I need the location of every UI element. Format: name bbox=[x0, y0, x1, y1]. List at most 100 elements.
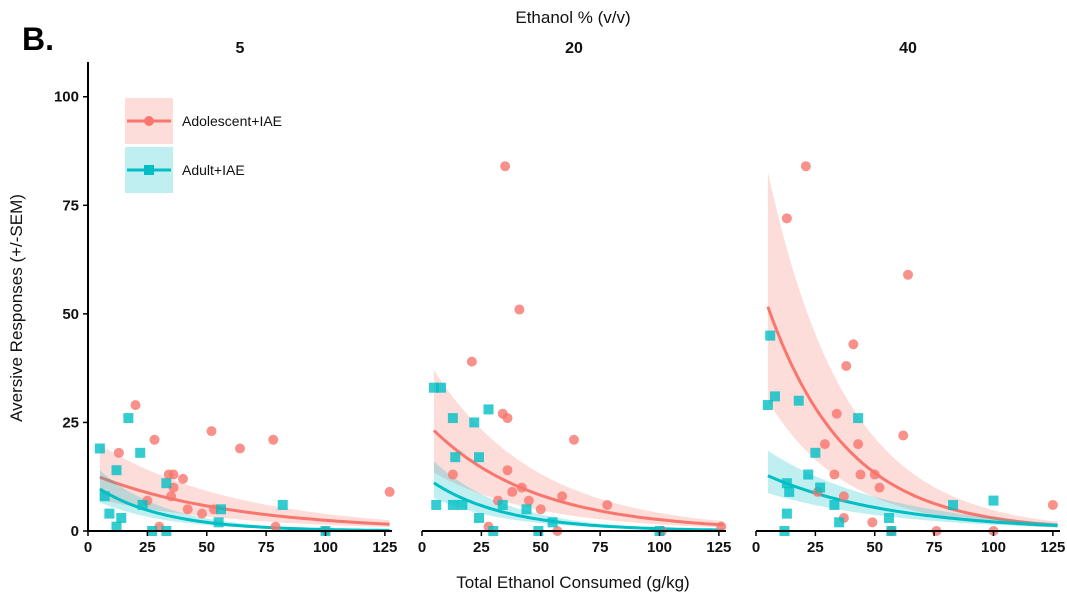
adult-point bbox=[474, 452, 484, 463]
adult-point bbox=[116, 512, 127, 523]
legend-key-marker bbox=[144, 165, 154, 175]
adolescent-point bbox=[1047, 499, 1058, 510]
adult-point bbox=[428, 382, 439, 393]
y-tick-label: 75 bbox=[62, 197, 79, 214]
x-tick-label: 50 bbox=[198, 539, 215, 556]
panel-40: 40 0 25 50 75 100 125 bbox=[752, 40, 1066, 556]
adult-point bbox=[765, 330, 776, 341]
adolescent-point bbox=[848, 339, 859, 350]
adolescent-point bbox=[781, 213, 792, 224]
facet-label: 40 bbox=[899, 40, 917, 57]
adolescent-point bbox=[602, 499, 613, 510]
adolescent-ci-ribbon bbox=[99, 444, 390, 528]
adult-point bbox=[497, 499, 508, 510]
facet-label: 5 bbox=[236, 40, 245, 57]
adolescent-point bbox=[500, 161, 511, 172]
adult-point bbox=[829, 499, 840, 510]
adult-point bbox=[793, 395, 804, 406]
adult-point bbox=[853, 413, 864, 424]
adult-point bbox=[447, 499, 458, 510]
x-tick-label: 125 bbox=[1040, 539, 1065, 556]
x-tick-label: 25 bbox=[473, 539, 490, 556]
y-tick-label: 50 bbox=[62, 306, 79, 323]
adult-point bbox=[784, 486, 795, 497]
adolescent-point bbox=[569, 434, 579, 445]
adult-point bbox=[521, 504, 532, 515]
adolescent-point bbox=[516, 482, 527, 493]
adult-point bbox=[213, 517, 224, 528]
adolescent-fit-line bbox=[766, 306, 1058, 527]
adolescent-fit-line bbox=[432, 429, 724, 527]
facet-label: 20 bbox=[565, 40, 583, 57]
adult-point bbox=[457, 499, 468, 510]
adolescent-point bbox=[819, 439, 830, 450]
x-tick-label: 0 bbox=[418, 539, 426, 556]
x-tick-label: 50 bbox=[532, 539, 549, 556]
adolescent-point bbox=[507, 486, 518, 497]
adolescent-point bbox=[853, 439, 864, 450]
legend-label: Adult+IAE bbox=[182, 162, 245, 178]
x-tick-label: 25 bbox=[807, 539, 824, 556]
adolescent-point bbox=[197, 508, 207, 519]
adult-point bbox=[781, 508, 792, 519]
x-tick-label: 125 bbox=[372, 539, 397, 556]
adolescent-point bbox=[514, 304, 525, 315]
x-tick-label: 50 bbox=[866, 539, 883, 556]
adult-point bbox=[111, 465, 122, 476]
adult-point bbox=[474, 512, 484, 523]
adolescent-point bbox=[113, 447, 124, 458]
adult-point bbox=[111, 521, 122, 532]
adult-point bbox=[834, 517, 845, 528]
adult-point bbox=[948, 499, 959, 510]
legend-label: Adolescent+IAE bbox=[182, 113, 282, 129]
adolescent-point bbox=[168, 469, 179, 480]
adult-ci-ribbon bbox=[767, 450, 1058, 528]
adolescent-point bbox=[800, 161, 811, 172]
adolescent-ci-ribbon bbox=[767, 172, 1058, 528]
adult-point bbox=[803, 469, 814, 480]
adolescent-point bbox=[149, 434, 160, 445]
adult-point bbox=[547, 517, 558, 528]
adult-point bbox=[99, 491, 110, 502]
legend-key-marker bbox=[144, 116, 154, 126]
adult-point bbox=[137, 499, 148, 510]
x-axis-label: Total Ethanol Consumed (g/kg) bbox=[456, 573, 689, 592]
adolescent-point bbox=[535, 504, 546, 515]
adolescent-point bbox=[447, 469, 458, 480]
adult-point bbox=[469, 417, 480, 428]
x-tick-label: 100 bbox=[647, 539, 672, 556]
adolescent-point bbox=[166, 491, 177, 502]
adult-point bbox=[450, 452, 461, 463]
adolescent-point bbox=[182, 504, 193, 515]
adult-point bbox=[216, 504, 226, 515]
legend-item-adult: Adult+IAE bbox=[125, 147, 245, 193]
y-tick-label: 0 bbox=[71, 523, 79, 540]
x-tick-label: 125 bbox=[706, 539, 731, 556]
adolescent-point bbox=[855, 469, 866, 480]
adult-fit-line bbox=[433, 481, 724, 532]
adult-point bbox=[436, 382, 446, 393]
x-tick-label: 0 bbox=[84, 539, 92, 556]
adult-point bbox=[884, 512, 894, 523]
adolescent-point bbox=[502, 413, 513, 424]
adolescent-point bbox=[867, 517, 878, 528]
adult-point bbox=[988, 495, 999, 506]
adolescent-point bbox=[466, 356, 477, 367]
x-tick-label: 100 bbox=[981, 539, 1006, 556]
adult-point bbox=[483, 404, 494, 415]
adult-point bbox=[94, 443, 105, 454]
adolescent-point bbox=[268, 434, 279, 445]
adolescent-point bbox=[384, 486, 395, 497]
adult-point bbox=[104, 508, 115, 519]
x-tick-label: 75 bbox=[592, 539, 609, 556]
adolescent-point bbox=[831, 408, 842, 419]
adult-point bbox=[810, 447, 821, 458]
adult-point bbox=[161, 478, 172, 489]
adult-point bbox=[135, 447, 146, 458]
y-tick-label: 100 bbox=[54, 89, 79, 106]
adolescent-ci-ribbon bbox=[433, 370, 724, 528]
adolescent-point bbox=[235, 443, 245, 454]
